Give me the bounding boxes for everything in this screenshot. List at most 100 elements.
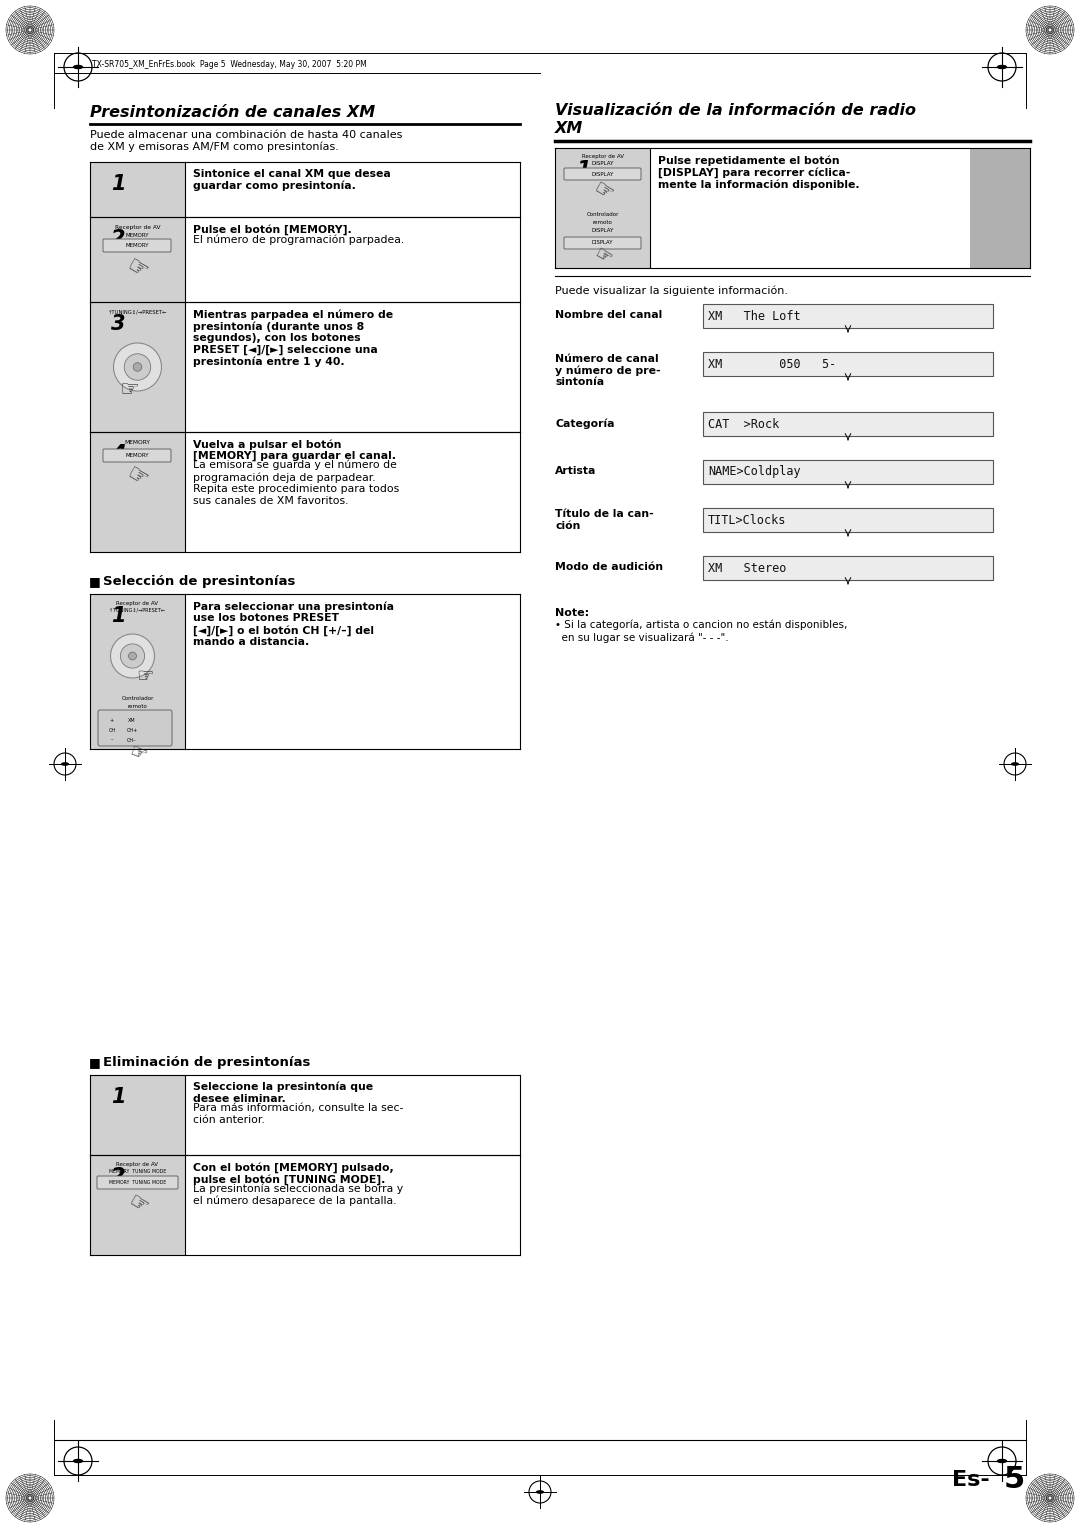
Bar bbox=[185, 217, 519, 303]
Ellipse shape bbox=[73, 66, 82, 69]
Text: Visualización de la información de radio: Visualización de la información de radio bbox=[555, 102, 916, 118]
Text: 2: 2 bbox=[111, 1167, 125, 1187]
Bar bbox=[90, 303, 185, 432]
Text: TITL>Clocks: TITL>Clocks bbox=[708, 513, 786, 527]
Text: 4: 4 bbox=[111, 445, 125, 465]
Text: Número de canal
y número de pre-
sintonía: Número de canal y número de pre- sintoní… bbox=[555, 353, 661, 387]
FancyBboxPatch shape bbox=[103, 238, 171, 252]
Text: DISPLAY: DISPLAY bbox=[592, 171, 613, 177]
Text: ☞: ☞ bbox=[122, 254, 152, 284]
FancyBboxPatch shape bbox=[564, 237, 642, 249]
Bar bbox=[703, 351, 993, 376]
Text: ■: ■ bbox=[89, 575, 100, 588]
Text: 2: 2 bbox=[111, 229, 125, 249]
Text: Receptor de AV: Receptor de AV bbox=[117, 601, 159, 607]
Text: remoto: remoto bbox=[127, 704, 148, 709]
Text: 3: 3 bbox=[111, 313, 125, 335]
Text: Seleccione la presintonía que
desee eliminar.: Seleccione la presintonía que desee elim… bbox=[193, 1082, 373, 1105]
Text: 1: 1 bbox=[111, 174, 125, 194]
Text: CAT  >Rock: CAT >Rock bbox=[708, 417, 780, 431]
Bar bbox=[90, 1155, 185, 1254]
Text: Vuelva a pulsar el botón
[MEMORY] para guardar el canal.: Vuelva a pulsar el botón [MEMORY] para g… bbox=[193, 439, 396, 461]
Text: Receptor de AV: Receptor de AV bbox=[581, 154, 623, 159]
Circle shape bbox=[124, 354, 151, 380]
Text: La emisora se guarda y el número de
programación deja de parpadear.
Repita este : La emisora se guarda y el número de prog… bbox=[193, 460, 400, 506]
FancyBboxPatch shape bbox=[97, 1177, 178, 1189]
Text: Controlador: Controlador bbox=[121, 695, 153, 701]
Ellipse shape bbox=[73, 1459, 82, 1462]
Text: XM   Stereo: XM Stereo bbox=[708, 561, 786, 575]
Text: 1: 1 bbox=[111, 1086, 125, 1106]
Text: TX-SR705_XM_EnFrEs.book  Page 5  Wednesday, May 30, 2007  5:20 PM: TX-SR705_XM_EnFrEs.book Page 5 Wednesday… bbox=[92, 60, 367, 69]
Text: XM        050   5-: XM 050 5- bbox=[708, 358, 836, 370]
Text: Con el botón [MEMORY] pulsado,
pulse el botón [TUNING MODE].: Con el botón [MEMORY] pulsado, pulse el … bbox=[193, 1161, 394, 1186]
Text: ☞: ☞ bbox=[590, 243, 615, 269]
Text: MEMORY  TUNING MODE: MEMORY TUNING MODE bbox=[109, 1169, 166, 1174]
Text: Artista: Artista bbox=[555, 466, 596, 477]
Text: Pulse el botón [MEMORY].: Pulse el botón [MEMORY]. bbox=[193, 225, 352, 235]
Text: 1: 1 bbox=[577, 160, 591, 180]
Text: NAME>Coldplay: NAME>Coldplay bbox=[708, 466, 800, 478]
Ellipse shape bbox=[62, 762, 68, 766]
Bar bbox=[703, 413, 993, 435]
Bar bbox=[185, 432, 519, 552]
Ellipse shape bbox=[1012, 762, 1018, 766]
Text: La presintonía seleccionada se borra y
el número desaparece de la pantalla.: La presintonía seleccionada se borra y e… bbox=[193, 1183, 403, 1206]
Text: El número de programación parpadea.: El número de programación parpadea. bbox=[193, 234, 404, 244]
Circle shape bbox=[133, 362, 141, 371]
Text: Título de la can-
ción: Título de la can- ción bbox=[555, 509, 653, 530]
Text: Pulse repetidamente el botón
[DISPLAY] para recorrer cíclica-
mente la informaci: Pulse repetidamente el botón [DISPLAY] p… bbox=[658, 154, 860, 189]
Bar bbox=[703, 556, 993, 581]
Bar bbox=[90, 1076, 185, 1155]
Text: CH+: CH+ bbox=[126, 727, 137, 732]
Bar bbox=[703, 304, 993, 329]
Text: –: – bbox=[111, 738, 113, 743]
Circle shape bbox=[129, 652, 136, 660]
Circle shape bbox=[120, 643, 145, 668]
FancyBboxPatch shape bbox=[564, 168, 642, 180]
Text: Es-: Es- bbox=[953, 1470, 990, 1490]
Text: ☞: ☞ bbox=[120, 380, 139, 400]
Text: Puede almacenar una combinación de hasta 40 canales
de XM y emisoras AM/FM como : Puede almacenar una combinación de hasta… bbox=[90, 130, 403, 153]
Text: Eliminación de presintonías: Eliminación de presintonías bbox=[103, 1056, 310, 1070]
Text: Modo de audición: Modo de audición bbox=[555, 562, 663, 573]
Bar bbox=[90, 594, 185, 749]
Text: ☞: ☞ bbox=[589, 179, 617, 206]
Text: ■: ■ bbox=[89, 1056, 100, 1070]
Text: 5: 5 bbox=[1004, 1465, 1025, 1494]
Ellipse shape bbox=[998, 66, 1007, 69]
Text: Controlador: Controlador bbox=[586, 212, 619, 217]
Text: +: + bbox=[110, 718, 114, 723]
Text: CH: CH bbox=[108, 727, 116, 732]
Text: ☞: ☞ bbox=[124, 1192, 151, 1219]
Text: MEMORY: MEMORY bbox=[125, 232, 149, 238]
Text: Para seleccionar una presintonía
use los botones PRESET
[◄]/[►] o el botón CH [+: Para seleccionar una presintonía use los… bbox=[193, 601, 394, 648]
Ellipse shape bbox=[537, 1491, 543, 1493]
Text: ↑TUNING↕/→PRESET←: ↑TUNING↕/→PRESET← bbox=[109, 608, 165, 613]
Bar bbox=[185, 1076, 519, 1155]
Text: Puede visualizar la siguiente información.: Puede visualizar la siguiente informació… bbox=[555, 286, 788, 296]
Bar bbox=[650, 148, 970, 267]
Text: ☞: ☞ bbox=[137, 666, 154, 686]
Text: XM: XM bbox=[129, 718, 136, 723]
Text: ☞: ☞ bbox=[122, 461, 152, 492]
Text: DISPLAY: DISPLAY bbox=[592, 160, 613, 167]
Text: Sintonice el canal XM que desea
guardar como presintonía.: Sintonice el canal XM que desea guardar … bbox=[193, 170, 391, 191]
Text: Note:: Note: bbox=[555, 608, 589, 617]
Bar bbox=[90, 217, 185, 303]
Text: Para más información, consulte la sec-
ción anterior.: Para más información, consulte la sec- c… bbox=[193, 1103, 403, 1125]
Ellipse shape bbox=[998, 1459, 1007, 1462]
Bar bbox=[185, 162, 519, 217]
Text: DISPLAY: DISPLAY bbox=[592, 228, 613, 232]
Text: Nombre del canal: Nombre del canal bbox=[555, 310, 662, 321]
Text: XM   The Loft: XM The Loft bbox=[708, 310, 800, 322]
Text: MEMORY: MEMORY bbox=[125, 452, 149, 458]
Text: remoto: remoto bbox=[593, 220, 612, 225]
Text: Presintonización de canales XM: Presintonización de canales XM bbox=[90, 105, 375, 121]
Text: DISPLAY: DISPLAY bbox=[592, 240, 613, 246]
Text: Categoría: Categoría bbox=[555, 419, 615, 429]
Bar bbox=[185, 1155, 519, 1254]
Bar bbox=[185, 303, 519, 432]
Bar bbox=[90, 432, 185, 552]
Text: 1: 1 bbox=[111, 607, 125, 626]
